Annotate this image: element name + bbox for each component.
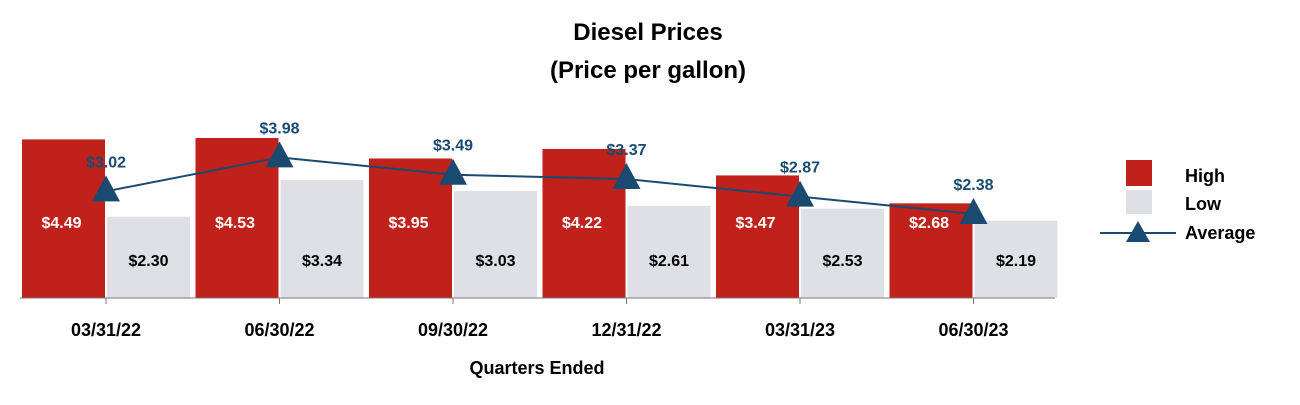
bar-low-0 xyxy=(107,216,190,298)
legend-average-label: Average xyxy=(1185,223,1255,243)
bar-high-3 xyxy=(542,148,626,298)
plot-area: $4.49 $2.30 $4.53 $3.34 $3.95 $3.03 $4.22 $2.61… xyxy=(22,120,1058,298)
legend-low-label: Low xyxy=(1185,194,1222,214)
x-tick-label-1: 06/30/22 xyxy=(244,320,314,340)
x-tick-label-2: 09/30/22 xyxy=(418,320,488,340)
average-marker-4 xyxy=(786,180,814,207)
bar-high-1 xyxy=(195,138,279,298)
x-tick-label-4: 03/31/23 xyxy=(765,320,835,340)
bar-high-label-1: $4.53 xyxy=(215,215,255,232)
average-label-2: $3.49 xyxy=(433,138,473,155)
legend-low-swatch xyxy=(1126,190,1152,214)
bar-low-3 xyxy=(627,205,711,298)
average-marker-2 xyxy=(439,158,467,185)
average-label-3: $3.37 xyxy=(606,142,646,159)
bar-low-label-1: $3.34 xyxy=(302,253,342,270)
average-marker-1 xyxy=(265,141,294,168)
bar-low-5 xyxy=(974,220,1058,298)
bar-low-label-3: $2.61 xyxy=(649,253,689,270)
bar-high-2 xyxy=(369,158,452,298)
bar-high-label-0: $4.49 xyxy=(41,215,81,232)
legend: High Low Average xyxy=(1100,160,1255,243)
bar-high-label-5: $2.68 xyxy=(909,215,949,232)
x-axis-label: Quarters Ended xyxy=(469,358,604,378)
average-marker-0 xyxy=(92,175,120,202)
bar-high-label-4: $3.47 xyxy=(735,215,775,232)
average-label-0: $3.02 xyxy=(86,154,126,171)
legend-average-marker xyxy=(1126,221,1150,242)
bar-high-label-3: $4.22 xyxy=(562,215,602,232)
x-tick-label-5: 06/30/23 xyxy=(938,320,1008,340)
legend-high-swatch xyxy=(1126,160,1152,186)
x-tick-label-3: 12/31/22 xyxy=(591,320,661,340)
average-label-5: $2.38 xyxy=(953,177,993,194)
bar-high-0 xyxy=(22,139,105,298)
average-label-4: $2.87 xyxy=(780,160,820,177)
chart-title: Diesel Prices xyxy=(573,19,722,46)
bar-low-1 xyxy=(280,180,364,298)
bar-high-5 xyxy=(889,203,973,298)
legend-high-label: High xyxy=(1185,166,1225,186)
bar-low-label-2: $3.03 xyxy=(475,253,515,270)
average-line xyxy=(105,156,974,215)
average-label-1: $3.98 xyxy=(259,120,299,137)
bar-high-label-2: $3.95 xyxy=(388,215,428,232)
bar-high-4 xyxy=(716,175,799,298)
bar-low-label-4: $2.53 xyxy=(822,253,862,270)
bar-low-4 xyxy=(801,208,884,298)
average-marker-5 xyxy=(959,197,988,224)
chart-subtitle: (Price per gallon) xyxy=(550,57,746,84)
bar-low-2 xyxy=(454,190,537,298)
bar-low-label-0: $2.30 xyxy=(128,253,168,270)
x-axis-ticks: 03/31/22 06/30/22 09/30/22 12/31/22 03/31/23… xyxy=(71,298,1009,340)
x-tick-label-0: 03/31/22 xyxy=(71,320,141,340)
bar-low-label-5: $2.19 xyxy=(996,253,1036,270)
average-marker-3 xyxy=(612,162,641,189)
